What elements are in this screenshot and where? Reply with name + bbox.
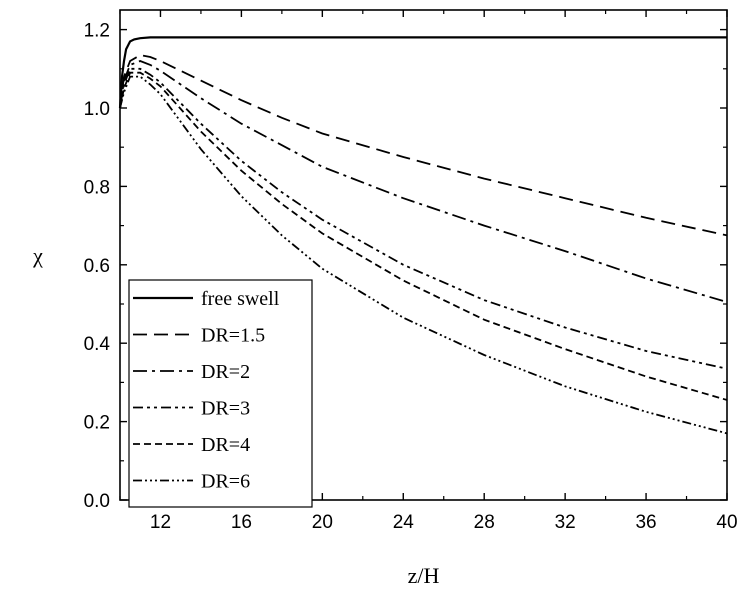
plot-frame	[119, 9, 728, 501]
legend-label-5: DR=4	[201, 434, 250, 456]
series-line-2	[119, 54, 728, 237]
y-tick-label: 0.6	[84, 256, 110, 277]
legend-label-6: DR=6	[201, 471, 250, 493]
x-axis-title: z/H	[408, 563, 440, 588]
y-tick-label: 0.0	[84, 491, 110, 512]
legend-box	[128, 279, 313, 508]
series-layer	[118, 36, 728, 435]
y-tick-label: 1.2	[84, 21, 110, 42]
x-tick-label: 12	[150, 512, 171, 533]
series-line-3	[119, 60, 728, 303]
y-tick-label: 0.4	[84, 334, 111, 355]
x-tick-label: 16	[231, 512, 252, 533]
series-line-1	[118, 36, 727, 109]
legend-label-4: DR=3	[201, 398, 250, 420]
axes-layer: 12 16 20 24 28 32 36 40 0.0 0.2 0.4 0.6 0.8 1.0 1.2	[84, 9, 738, 533]
legend-label-3: DR=2	[201, 361, 250, 383]
y-tick-label: 1.0	[84, 99, 110, 120]
y-tick-label: 0.8	[84, 177, 110, 198]
x-tick-label: 28	[474, 512, 495, 533]
x-tick-label: 36	[635, 512, 656, 533]
legend-label-2: DR=1.5	[201, 325, 265, 347]
x-tick-label: 20	[312, 512, 333, 533]
x-tick-label: 24	[393, 512, 415, 533]
series-line-4	[119, 67, 728, 370]
legend: free swell DR=1.5 DR=2 DR=3 DR=4 DR=6	[128, 279, 313, 508]
x-tick-label: 40	[716, 512, 737, 533]
series-line-5	[119, 71, 728, 401]
x-tick-label: 32	[555, 512, 576, 533]
legend-label-1: free swell	[201, 288, 280, 310]
y-tick-label: 0.2	[84, 413, 110, 434]
y-axis-title: χ	[32, 243, 43, 268]
